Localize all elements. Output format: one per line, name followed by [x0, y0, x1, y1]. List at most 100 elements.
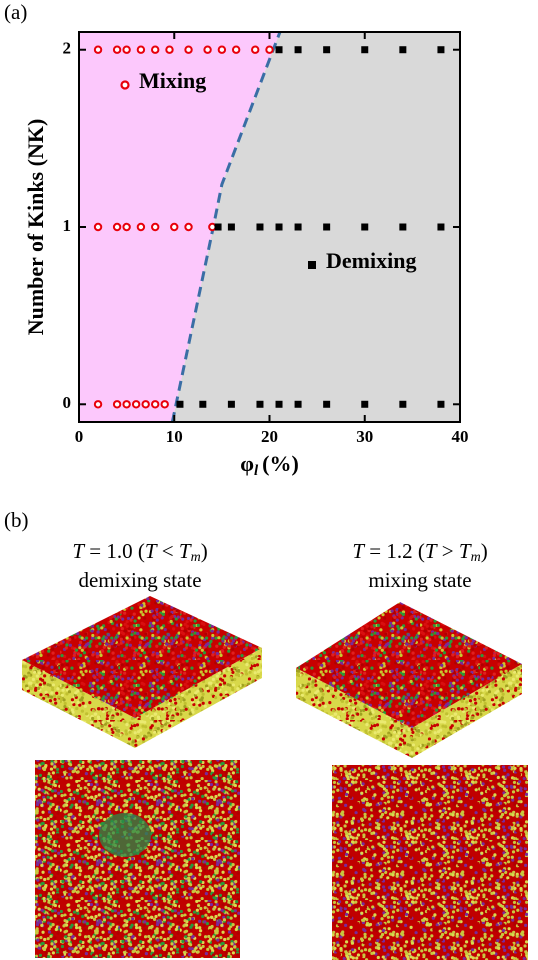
demixing-point	[323, 46, 331, 54]
panel-label: (a)	[4, 0, 27, 24]
demixing-point	[227, 400, 235, 408]
mixing-region	[79, 32, 280, 422]
panel-label: (b)	[4, 508, 29, 532]
mixing-point	[184, 222, 193, 232]
demixing-point	[361, 223, 369, 231]
legend-label: Mixing	[139, 68, 206, 93]
plot: 0 10 20 30 40 0 1 2 Number of Kinks (NK) φl (%) Mix…	[23, 31, 469, 479]
mixing-point	[184, 45, 193, 54]
demixing-point	[399, 400, 407, 408]
demixing-point	[361, 46, 369, 54]
demixing-point	[437, 223, 445, 231]
lipid-cluster	[99, 813, 151, 857]
x-label-unit: (%)	[262, 451, 299, 476]
caption-part: <	[157, 539, 179, 563]
x-tick-label: 30	[356, 427, 373, 446]
legend-marker	[120, 80, 130, 90]
mixing-point	[141, 400, 150, 409]
legend-marker	[308, 261, 316, 269]
mixing-point	[122, 45, 131, 54]
caption-part: T	[425, 539, 438, 563]
demixing-point	[399, 46, 407, 54]
caption-part: )	[201, 539, 208, 563]
caption-part: T	[179, 539, 192, 563]
demixing-point	[323, 223, 331, 231]
mixing-point	[165, 45, 174, 54]
mixing-point	[151, 222, 160, 232]
demixing-point	[214, 223, 222, 231]
state-label: demixing state	[78, 568, 201, 592]
mixing-point	[136, 222, 146, 232]
caption-part: )	[481, 539, 488, 563]
demixing-region	[172, 32, 460, 422]
demixing-point	[256, 223, 264, 231]
mixing-point	[122, 222, 131, 232]
mixing-point	[112, 222, 122, 232]
x-tick-label: 20	[261, 427, 278, 446]
demixing-point	[437, 400, 445, 408]
demixing-point	[176, 400, 184, 408]
demixing-point	[275, 400, 283, 408]
demixing-point	[361, 400, 369, 408]
mixing-point	[251, 45, 260, 54]
mixing-point	[217, 45, 227, 54]
y-tick-label: 0	[63, 393, 72, 412]
caption-part: = 1.2 (	[364, 539, 425, 563]
slab-top	[296, 602, 522, 728]
simulation-caption: T = 1.2 (T > Tm)	[352, 539, 487, 565]
x-axis-label: φl (%)	[240, 451, 299, 479]
mixing-point	[265, 45, 274, 54]
top-view	[332, 765, 528, 960]
x-tick-label: 10	[166, 427, 183, 446]
slab-side	[296, 664, 522, 758]
mixing-point	[231, 45, 241, 54]
caption-part: = 1.0 (	[84, 539, 145, 563]
mixing-point	[170, 222, 179, 232]
demixing-point	[399, 223, 407, 231]
slab-side	[22, 648, 262, 748]
slab-top	[22, 596, 262, 718]
demixing-point	[275, 223, 283, 231]
caption-part: >	[437, 539, 459, 563]
demixing-point	[294, 400, 302, 408]
phase-boundary	[170, 31, 282, 423]
mixing-point	[93, 400, 103, 409]
demixing-point	[437, 46, 445, 54]
mixing-point	[93, 222, 103, 232]
demixing-point	[227, 223, 235, 231]
demixing-point	[275, 46, 283, 54]
mixing-point	[93, 45, 103, 54]
mixing-point	[160, 400, 169, 409]
mixing-point	[112, 400, 122, 409]
demixing-point	[323, 400, 331, 408]
x-label-subscript: l	[254, 463, 259, 479]
demixing-point	[256, 400, 264, 408]
simulation-caption: T = 1.0 (T < Tm)	[72, 539, 207, 565]
mixing-point	[151, 400, 160, 409]
y-axis-label: Number of Kinks (NK)	[23, 119, 48, 336]
top-view	[35, 760, 240, 958]
demixing-point	[199, 400, 207, 408]
x-label-symbol: φ	[240, 451, 254, 476]
mixing-point	[203, 45, 212, 54]
caption-part: T	[72, 539, 85, 563]
caption-part: T	[459, 539, 472, 563]
caption-part: m	[471, 550, 481, 565]
legend-label: Demixing	[326, 248, 416, 273]
mixing-point	[122, 400, 131, 409]
x-tick-label: 40	[452, 427, 469, 446]
caption-part: T	[352, 539, 365, 563]
mixing-point	[131, 400, 141, 409]
x-tick-label: 0	[75, 427, 84, 446]
state-label: mixing state	[368, 568, 471, 592]
demixing-point	[294, 223, 302, 231]
y-tick-label: 2	[63, 39, 72, 58]
mixing-point	[151, 45, 160, 54]
mixing-point	[136, 45, 146, 54]
y-tick-label: 1	[63, 216, 72, 235]
caption-part: m	[191, 550, 201, 565]
caption-part: T	[145, 539, 158, 563]
demixing-point	[294, 46, 302, 54]
